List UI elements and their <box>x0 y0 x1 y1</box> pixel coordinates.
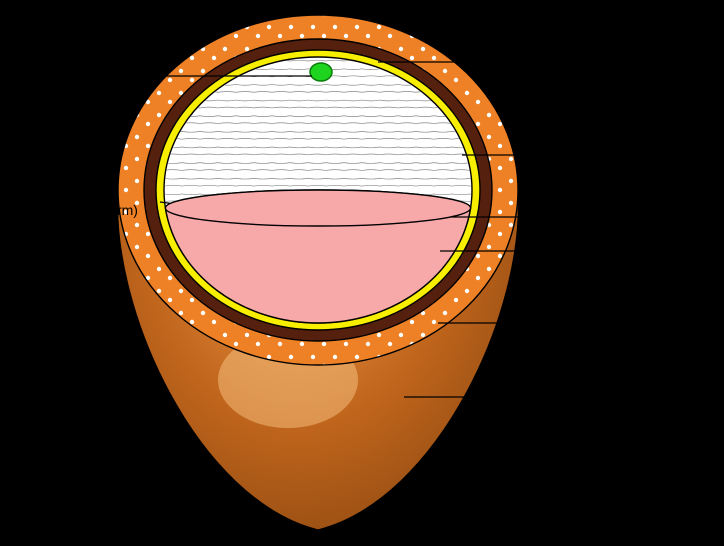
label-meat: Coconut meat(solid endosperm) <box>564 390 676 422</box>
label-embryo: Embryo <box>62 69 110 85</box>
label-water: Coconut water(liquid endosperm) <box>22 186 138 218</box>
label-mesocarp: Mesocarp (husk) <box>554 148 658 164</box>
label-testa: Testa <box>564 244 597 260</box>
label-endosperm: Endosperm <box>564 316 636 332</box>
label-exocarp: Exocarp <box>554 55 605 71</box>
water-surface <box>165 190 470 226</box>
embryo <box>310 63 332 81</box>
label-endocarp: Endocarp <box>564 210 624 226</box>
